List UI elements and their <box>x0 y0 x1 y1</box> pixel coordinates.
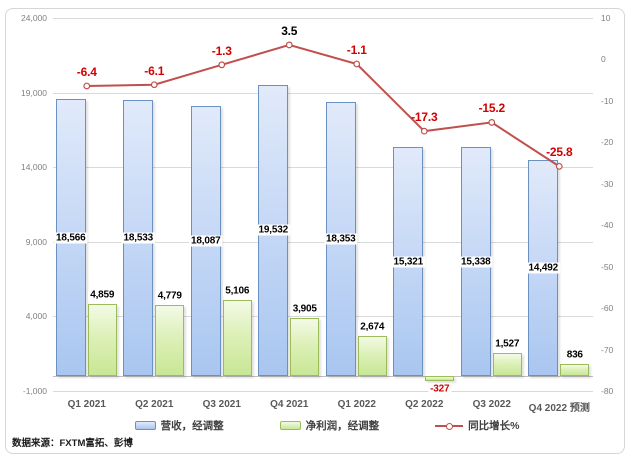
left-axis-tick: 4,000 <box>25 311 47 322</box>
bar-value-label: 19,532 <box>256 224 290 236</box>
right-axis-tick: -60 <box>601 303 614 314</box>
bar-value-label: 2,674 <box>358 321 387 333</box>
category-label: Q1 2022 <box>337 399 376 410</box>
line-marker-icon <box>420 127 428 135</box>
net-profit-bar-Q4 2022 预测 <box>560 363 590 377</box>
line-marker-icon <box>83 82 91 90</box>
category-label: Q2 2022 <box>405 399 444 410</box>
net-profit-swatch-icon <box>279 421 301 430</box>
net-profit-bar-Q3 2021 <box>222 299 252 377</box>
bar-value-label: 4,859 <box>88 289 117 301</box>
gridline <box>53 391 593 392</box>
bar-value-label: 4,779 <box>155 290 184 302</box>
bar-value-label: 18,087 <box>189 235 223 247</box>
line-value-label: -6.4 <box>76 64 97 79</box>
legend-yoy-label: 同比增长% <box>468 420 520 432</box>
net-profit-bar-Q1 2022 <box>357 336 387 377</box>
net-profit-bar-Q2 2022 <box>425 376 455 381</box>
left-axis-tick: 9,000 <box>25 236 47 247</box>
legend-item-yoy-growth: 同比增长% <box>435 418 519 433</box>
bar-value-label: 18,533 <box>121 232 155 244</box>
line-marker-icon <box>488 119 496 126</box>
right-axis-tick: -10 <box>601 95 614 106</box>
zero-baseline <box>53 376 593 378</box>
data-source-note: 数据来源：FXTM富拓、彭博 <box>12 438 133 449</box>
left-axis-tick: 19,000 <box>21 87 47 98</box>
bar-value-label: 1,527 <box>493 338 522 350</box>
category-label: Q4 2022 预测 <box>528 403 590 414</box>
bar-value-label: 5,106 <box>223 285 252 297</box>
gridline <box>53 18 593 19</box>
gridline <box>53 92 593 94</box>
category-label: Q1 2021 <box>67 399 106 410</box>
revenue-swatch-icon <box>134 421 156 430</box>
line-marker-icon <box>218 61 226 69</box>
net-profit-bar-Q1 2021 <box>87 303 117 377</box>
category-label: Q2 2021 <box>135 399 174 410</box>
bar-value-label: 14,492 <box>526 262 560 274</box>
right-axis-tick: -20 <box>601 137 614 148</box>
line-value-label: -15.2 <box>478 101 506 116</box>
left-axis-tick: 24,000 <box>21 13 47 23</box>
net-profit-bar-Q2 2021 <box>155 304 185 377</box>
bar-value-label: 18,353 <box>324 233 358 245</box>
bar-value-label: 15,321 <box>391 256 425 268</box>
left-axis-tick: -1,000 <box>22 386 47 396</box>
right-axis-tick: 0 <box>601 54 606 65</box>
right-axis-tick: -50 <box>601 261 614 272</box>
right-axis-tick: -30 <box>601 178 614 189</box>
gridline <box>53 241 593 243</box>
category-label: Q3 2021 <box>202 399 241 410</box>
line-marker-icon <box>285 41 293 49</box>
line-value-label: -17.3 <box>411 110 438 125</box>
category-label: Q3 2022 <box>472 399 511 410</box>
right-axis-tick: -70 <box>601 344 614 355</box>
legend-net-profit-label: 净利润，经调整 <box>305 420 380 432</box>
gridline <box>53 167 593 169</box>
bar-value-label: 18,566 <box>54 232 88 244</box>
line-value-label: -6.1 <box>144 63 165 78</box>
bar-value-label: 15,338 <box>459 256 493 268</box>
line-marker-icon <box>353 60 361 68</box>
line-value-label: -1.3 <box>211 43 232 58</box>
right-axis-tick: 10 <box>601 13 611 23</box>
chart-frame: 24,000 19,000 14,000 9,000 4,000 -1,000 10 0 -1… <box>5 8 625 454</box>
legend-item-revenue: 营收，经调整 <box>134 418 224 433</box>
legend-revenue-label: 营收，经调整 <box>160 420 224 432</box>
bar-value-label: -327 <box>428 383 452 395</box>
gridline <box>53 316 593 318</box>
line-value-label: -25.8 <box>546 145 573 160</box>
bar-value-label: 3,905 <box>290 303 319 315</box>
legend: 营收，经调整 净利润，经调整 同比增长% <box>6 418 624 433</box>
right-axis-tick: -80 <box>601 386 614 396</box>
line-value-label: 3.5 <box>281 23 298 38</box>
line-marker-icon <box>150 81 158 89</box>
net-profit-bar-Q3 2022 <box>492 353 522 377</box>
category-label: Q4 2021 <box>270 399 309 410</box>
yoy-line-swatch-icon <box>435 421 464 430</box>
net-profit-bar-Q4 2021 <box>290 317 320 377</box>
legend-item-net-profit: 净利润，经调整 <box>279 418 380 433</box>
line-value-label: -1.1 <box>346 43 367 57</box>
right-axis-tick: -40 <box>601 220 614 231</box>
left-axis-tick: 14,000 <box>21 162 47 173</box>
bar-value-label: 836 <box>564 349 585 361</box>
